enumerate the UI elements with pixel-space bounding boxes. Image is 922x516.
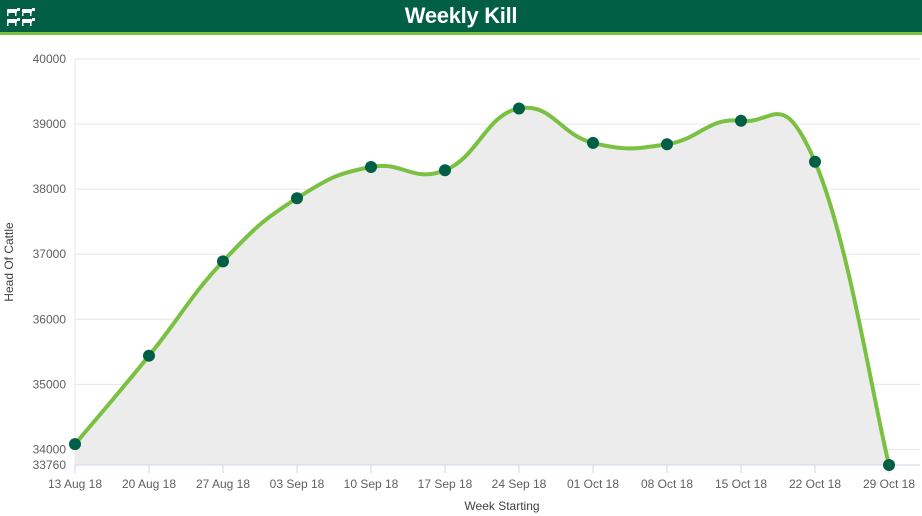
- y-tick-label: 35000: [33, 377, 67, 391]
- data-point[interactable]: [365, 161, 377, 174]
- x-tick-label: 17 Sep 18: [418, 477, 473, 491]
- cattle-icon: [7, 8, 35, 26]
- data-point[interactable]: [217, 255, 229, 268]
- x-axis-labels: 13 Aug 18 20 Aug 18 27 Aug 18 03 Sep 18 10 S…: [48, 477, 915, 491]
- data-point[interactable]: [661, 138, 673, 151]
- y-axis-title: Head Of Cattle: [2, 222, 16, 302]
- header-bar: Weekly Kill: [0, 0, 922, 35]
- data-point[interactable]: [143, 349, 155, 362]
- data-point[interactable]: [439, 164, 451, 177]
- y-axis-labels: 33760 34000 35000 36000 37000 38000 39000 40000: [33, 52, 67, 472]
- x-tick-label: 01 Oct 18: [567, 477, 619, 491]
- data-markers: [69, 102, 895, 471]
- x-axis-title: Week Starting: [464, 499, 539, 513]
- x-tick-label: 03 Sep 18: [270, 477, 325, 491]
- y-tick-label: 34000: [33, 442, 67, 456]
- data-point[interactable]: [735, 114, 747, 127]
- data-point[interactable]: [69, 438, 81, 451]
- x-tick-label: 20 Aug 18: [122, 477, 176, 491]
- y-tick-label: 40000: [33, 52, 67, 66]
- x-tick-label: 27 Aug 18: [196, 477, 250, 491]
- x-tick-label: 24 Sep 18: [492, 477, 547, 491]
- y-tick-label: 33760: [33, 458, 67, 472]
- y-tick-label: 38000: [33, 182, 67, 196]
- y-tick-label: 39000: [33, 117, 67, 131]
- x-tick-label: 08 Oct 18: [641, 477, 693, 491]
- data-point[interactable]: [291, 192, 303, 205]
- weekly-kill-chart: 33760 34000 35000 36000 37000 38000 39000 40000…: [2, 52, 920, 513]
- data-point[interactable]: [883, 459, 895, 471]
- x-tick-label: 13 Aug 18: [48, 477, 102, 491]
- area-fill: [75, 107, 889, 465]
- x-tick-label: 29 Oct 18: [863, 477, 915, 491]
- y-tick-label: 36000: [33, 312, 67, 326]
- series-line: [73, 105, 891, 466]
- x-tick-label: 15 Oct 18: [715, 477, 767, 491]
- data-point[interactable]: [513, 102, 525, 115]
- y-tick-label: 37000: [33, 247, 67, 261]
- x-tick-label: 10 Sep 18: [344, 477, 399, 491]
- page-title: Weekly Kill: [404, 3, 518, 28]
- x-tick-label: 22 Oct 18: [789, 477, 841, 491]
- data-point[interactable]: [587, 136, 599, 149]
- data-point[interactable]: [809, 155, 821, 168]
- x-axis-ticks: [74, 465, 890, 473]
